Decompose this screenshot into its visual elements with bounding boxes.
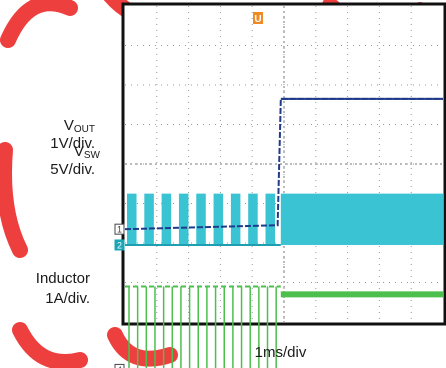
vsw-pulse [230, 193, 241, 245]
channel-marker-box-2 [114, 239, 125, 251]
inductor-scale-label: 1A/div. [45, 290, 90, 307]
channel-marker-text-1: 1 [117, 225, 122, 235]
vsw-pulse [248, 193, 258, 245]
grid [125, 6, 443, 322]
channel-marker-text-2: 2 [117, 240, 122, 250]
inductor-flat-band [280, 291, 443, 298]
vsw-pulse [265, 193, 276, 245]
vsw-scale-label: 5V/div. [50, 161, 95, 178]
trigger-marker-text: U [254, 14, 261, 25]
vsw-pulse [161, 193, 172, 245]
channel-marker-text-3: 4 [117, 365, 122, 368]
vsw-pulse [127, 193, 137, 245]
watermark-arc-6 [107, 327, 178, 367]
vsw-label: VSW [73, 143, 100, 161]
channel-markers: 1 2 4 U [114, 12, 263, 368]
vsw-pulse [178, 193, 189, 245]
vsw-pulse [213, 193, 224, 245]
vout-label: VOUT [63, 117, 95, 135]
traces [124, 97, 443, 368]
watermark-arc-4 [0, 142, 28, 258]
vsw-pulse [144, 193, 154, 245]
inductor-label: Inductor [35, 270, 90, 287]
watermark-arc-1 [0, 0, 78, 48]
vsw-pulse [196, 193, 206, 245]
watermark-arc-5 [12, 322, 88, 368]
channel-marker-box-3 [114, 363, 125, 368]
vout-scale-label: 1V/div. [50, 135, 95, 152]
vsw-continuous-band [280, 193, 443, 245]
x-axis-label: 1ms/div [254, 344, 307, 361]
channel-marker-box-1 [114, 223, 125, 235]
trigger-marker-box [253, 12, 263, 24]
